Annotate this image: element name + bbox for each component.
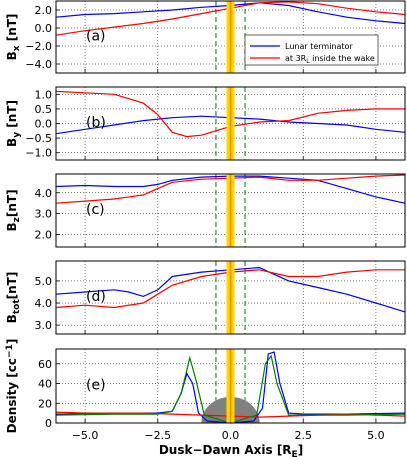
y-tick-label: 0.0 <box>35 118 53 131</box>
y-axis-label: Density [cc−1] <box>5 339 19 434</box>
panel-tag: (e) <box>86 378 106 394</box>
y-tick-label: 0 <box>45 417 52 430</box>
y-tick-label: 3.0 <box>35 319 53 332</box>
panel-tag: (d) <box>86 289 106 305</box>
legend-box <box>244 34 379 66</box>
series-line-red <box>55 90 405 138</box>
series-line-blue <box>55 266 406 313</box>
panel-3: 5.0 4.0 3.0 (d) Btot[nT] <box>5 260 406 335</box>
y-tick-label: 1.0 <box>35 88 53 101</box>
y-tick-label: −2.0 <box>25 40 52 53</box>
panel-0: 2.0 0.0 −2.0 −4.0 (a) Bx [nT] <box>5 0 406 74</box>
x-tick-label: 5.0 <box>367 429 385 442</box>
y-tick-label: 20 <box>38 397 52 410</box>
y-tick-label: 2.0 <box>35 228 53 241</box>
legend-label-2: at 3RL inside the wake <box>285 54 375 65</box>
panel-tag: (a) <box>86 29 106 45</box>
panel-frame <box>55 173 406 248</box>
panel-frame <box>55 0 406 74</box>
x-tick-label: 0.0 <box>222 429 240 442</box>
y-tick-label: 5.0 <box>35 275 53 288</box>
x-tick-label: 2.5 <box>294 429 312 442</box>
panels: 2.00.0−2.0−4.0(a)Bx [nT]1.00.50.0−0.5−1.… <box>5 0 406 434</box>
y-tick-label: 40 <box>38 378 52 391</box>
y-tick-label: 2.0 <box>35 4 53 17</box>
panel-tag: (c) <box>86 202 105 218</box>
y-axis-label: Btot[nT] <box>5 272 22 324</box>
panel-2: 4.0 3.0 2.0 (c) Bz[nT] <box>5 173 406 248</box>
series-line-blue <box>55 175 406 204</box>
y-tick-label: 3.0 <box>35 208 53 221</box>
panel-4: 0 20 40 60 (e) Density [cc−1] <box>5 339 406 434</box>
y-axis-label: Bz[nT] <box>5 189 22 231</box>
series-line-red <box>55 269 405 309</box>
legend-label-1: Lunar terminator <box>285 42 353 51</box>
y-axis-label: By [nT] <box>5 100 22 147</box>
panel-tag: (b) <box>86 115 106 131</box>
y-axis-label: Bx [nT] <box>5 14 22 61</box>
x-axis-label: Dusk−Dawn Axis [RE] <box>159 443 303 457</box>
y-tick-label: 0.5 <box>35 103 53 116</box>
y-tick-label: 4.0 <box>35 297 53 310</box>
y-tick-label: −0.5 <box>25 132 52 145</box>
y-tick-label: −4.0 <box>25 58 52 71</box>
x-tick-labels: −5.0 −2.5 0.0 2.5 5.0 <box>72 429 385 442</box>
y-tick-label: −1.0 <box>25 147 52 160</box>
series-line-red <box>55 174 406 204</box>
y-tick-label: 4.0 <box>35 187 53 200</box>
x-tick-label: −2.5 <box>144 429 171 442</box>
panel-frame <box>55 86 406 161</box>
legend: Lunar terminator at 3RL inside the wake <box>244 34 379 66</box>
panel-frame <box>55 260 406 335</box>
x-tick-label: −5.0 <box>72 429 99 442</box>
y-tick-label: 0.0 <box>35 22 53 35</box>
y-tick-label: 60 <box>38 358 52 371</box>
panel-frame <box>55 348 406 424</box>
panel-1: 1.0 0.5 0.0−0.5 −1.0 (b) By [nT] <box>5 86 406 161</box>
